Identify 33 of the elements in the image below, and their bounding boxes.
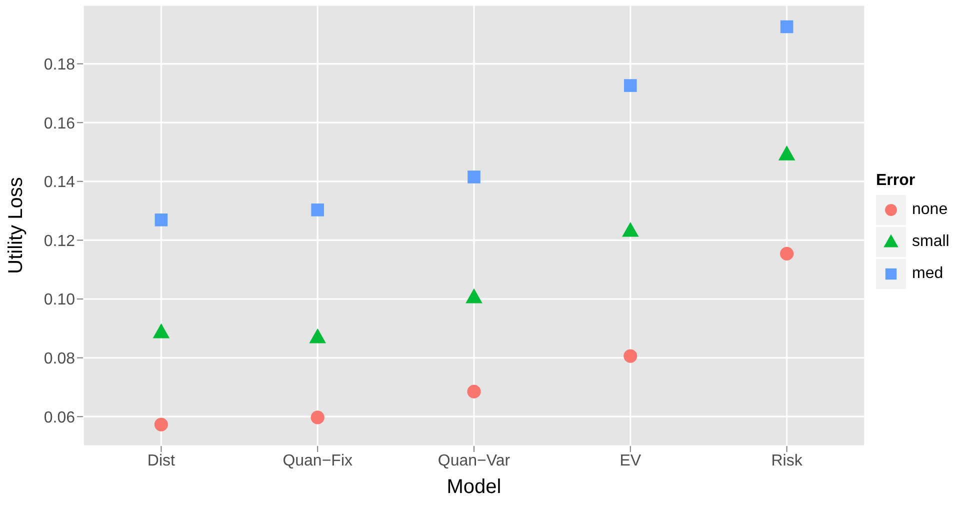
y-tick-label: 0.16 xyxy=(44,115,76,132)
x-tick-label: Quan−Var xyxy=(438,452,511,470)
point xyxy=(466,288,482,304)
legend-label: med xyxy=(912,265,944,283)
point xyxy=(778,146,796,160)
point xyxy=(624,79,637,92)
point xyxy=(154,214,168,226)
point xyxy=(468,170,480,184)
point xyxy=(780,20,794,34)
y-tick-label: 0.10 xyxy=(44,292,76,309)
y-tick-label: 0.18 xyxy=(44,56,76,74)
point xyxy=(780,246,794,261)
point xyxy=(467,384,481,398)
legend-label: small xyxy=(912,233,950,251)
y-tick-label: 0.12 xyxy=(44,232,76,250)
point xyxy=(624,349,638,363)
point xyxy=(622,222,639,237)
point xyxy=(310,410,324,424)
x-tick-label: Quan−Fix xyxy=(282,452,353,470)
x-axis-title: Model xyxy=(446,476,502,498)
point xyxy=(152,323,170,338)
y-tick-label: 0.14 xyxy=(44,174,76,192)
x-tick-label: EV xyxy=(620,452,642,470)
x-tick-label: Dist xyxy=(147,452,176,470)
legend-title: Error xyxy=(876,172,916,190)
y-tick-label: 0.08 xyxy=(44,350,76,368)
point xyxy=(154,418,168,432)
y-tick-label: 0.06 xyxy=(44,409,76,426)
legend-label: none xyxy=(912,201,948,219)
y-axis-title: Utility Loss xyxy=(5,177,28,274)
point xyxy=(309,328,326,344)
point xyxy=(311,204,324,216)
x-tick-label: Risk xyxy=(771,452,804,470)
